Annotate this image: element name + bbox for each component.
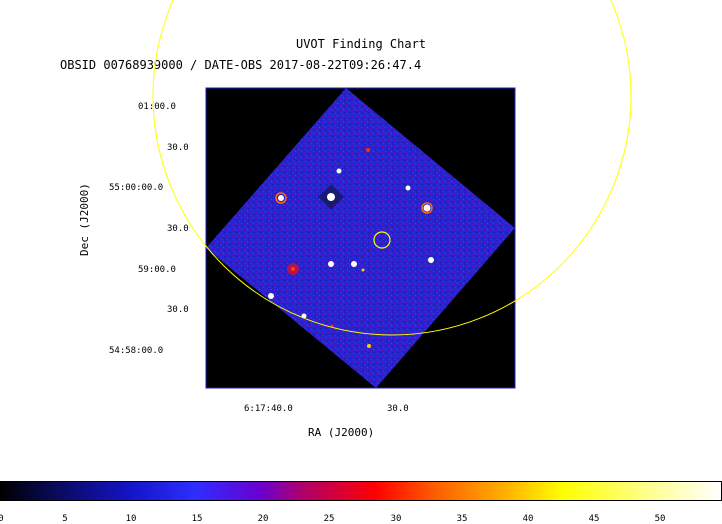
dec-tick-label: 30.0 (167, 143, 189, 153)
dec-tick-label: 55:00:00.0 (109, 183, 164, 193)
dec-tick-label: 30.0 (167, 224, 189, 234)
dec-tick-label: 59:00.0 (138, 265, 176, 275)
colorbar-tick-label: 25 (323, 514, 335, 524)
ra-tick-label: 30.0 (387, 404, 409, 414)
image-frame (205, 87, 516, 389)
ra-tick-label: 6:17:40.0 (244, 404, 293, 414)
dec-axis-label: Dec (J2000) (78, 183, 91, 256)
field-of-view-circle (152, 0, 632, 336)
dec-tick-label: 30.0 (167, 305, 189, 315)
colorbar-tick-label: 35 (456, 514, 468, 524)
finding-chart-image (152, 0, 632, 389)
chart-subtitle: OBSID 00768939000 / DATE-OBS 2017-08-22T… (60, 58, 422, 72)
colorbar-tick-label: 10 (125, 514, 137, 524)
target-marker-circle (373, 231, 391, 249)
colorbar-tick-label: 5 (62, 514, 68, 524)
colorbar-tick-label: 50 (654, 514, 666, 524)
dec-tick-label: 54:58:00.0 (109, 346, 164, 356)
ra-axis-label: RA (J2000) (308, 426, 375, 439)
dec-tick-label: 01:00.0 (138, 102, 176, 112)
star-sources (268, 148, 434, 348)
colorbar-tick-label: 0 (0, 514, 4, 524)
colorbar-tick-label: 45 (588, 514, 600, 524)
colorbar (0, 481, 722, 501)
colorbar-tick-label: 40 (522, 514, 534, 524)
colorbar-tick-label: 30 (390, 514, 402, 524)
colorbar-tick-label: 20 (257, 514, 269, 524)
colorbar-tick-label: 15 (191, 514, 203, 524)
chart-title: UVOT Finding Chart (295, 37, 427, 51)
exposure-footprint (206, 88, 515, 388)
